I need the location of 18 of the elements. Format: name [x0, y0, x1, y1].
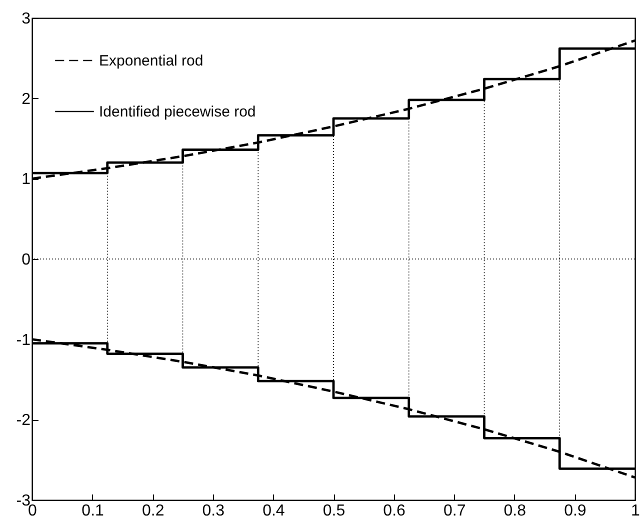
x-tick-label: 0.1 [82, 502, 104, 520]
x-tick-label: 0.4 [262, 502, 285, 520]
y-tick-label: 3 [22, 10, 31, 28]
x-tick-label: 0.2 [142, 502, 164, 520]
x-tick-label: 0.6 [383, 502, 406, 520]
x-tick-label: 0.7 [443, 502, 466, 520]
x-tick-label: 1 [631, 502, 640, 520]
legend-label: Identified piecewise rod [99, 104, 256, 120]
y-tick-label: 2 [22, 90, 31, 108]
y-tick-label: 0 [22, 252, 31, 268]
y-tick-label: -2 [16, 412, 31, 430]
x-tick-label: 0.9 [564, 502, 586, 520]
x-tick-label: 0.3 [202, 502, 225, 520]
x-tick-label: 0.8 [504, 502, 526, 520]
y-tick-label: 1 [22, 171, 31, 188]
x-tick-label: 0.5 [322, 502, 346, 520]
y-tick-label: -1 [16, 332, 31, 349]
legend-label: Exponential rod [99, 52, 204, 70]
